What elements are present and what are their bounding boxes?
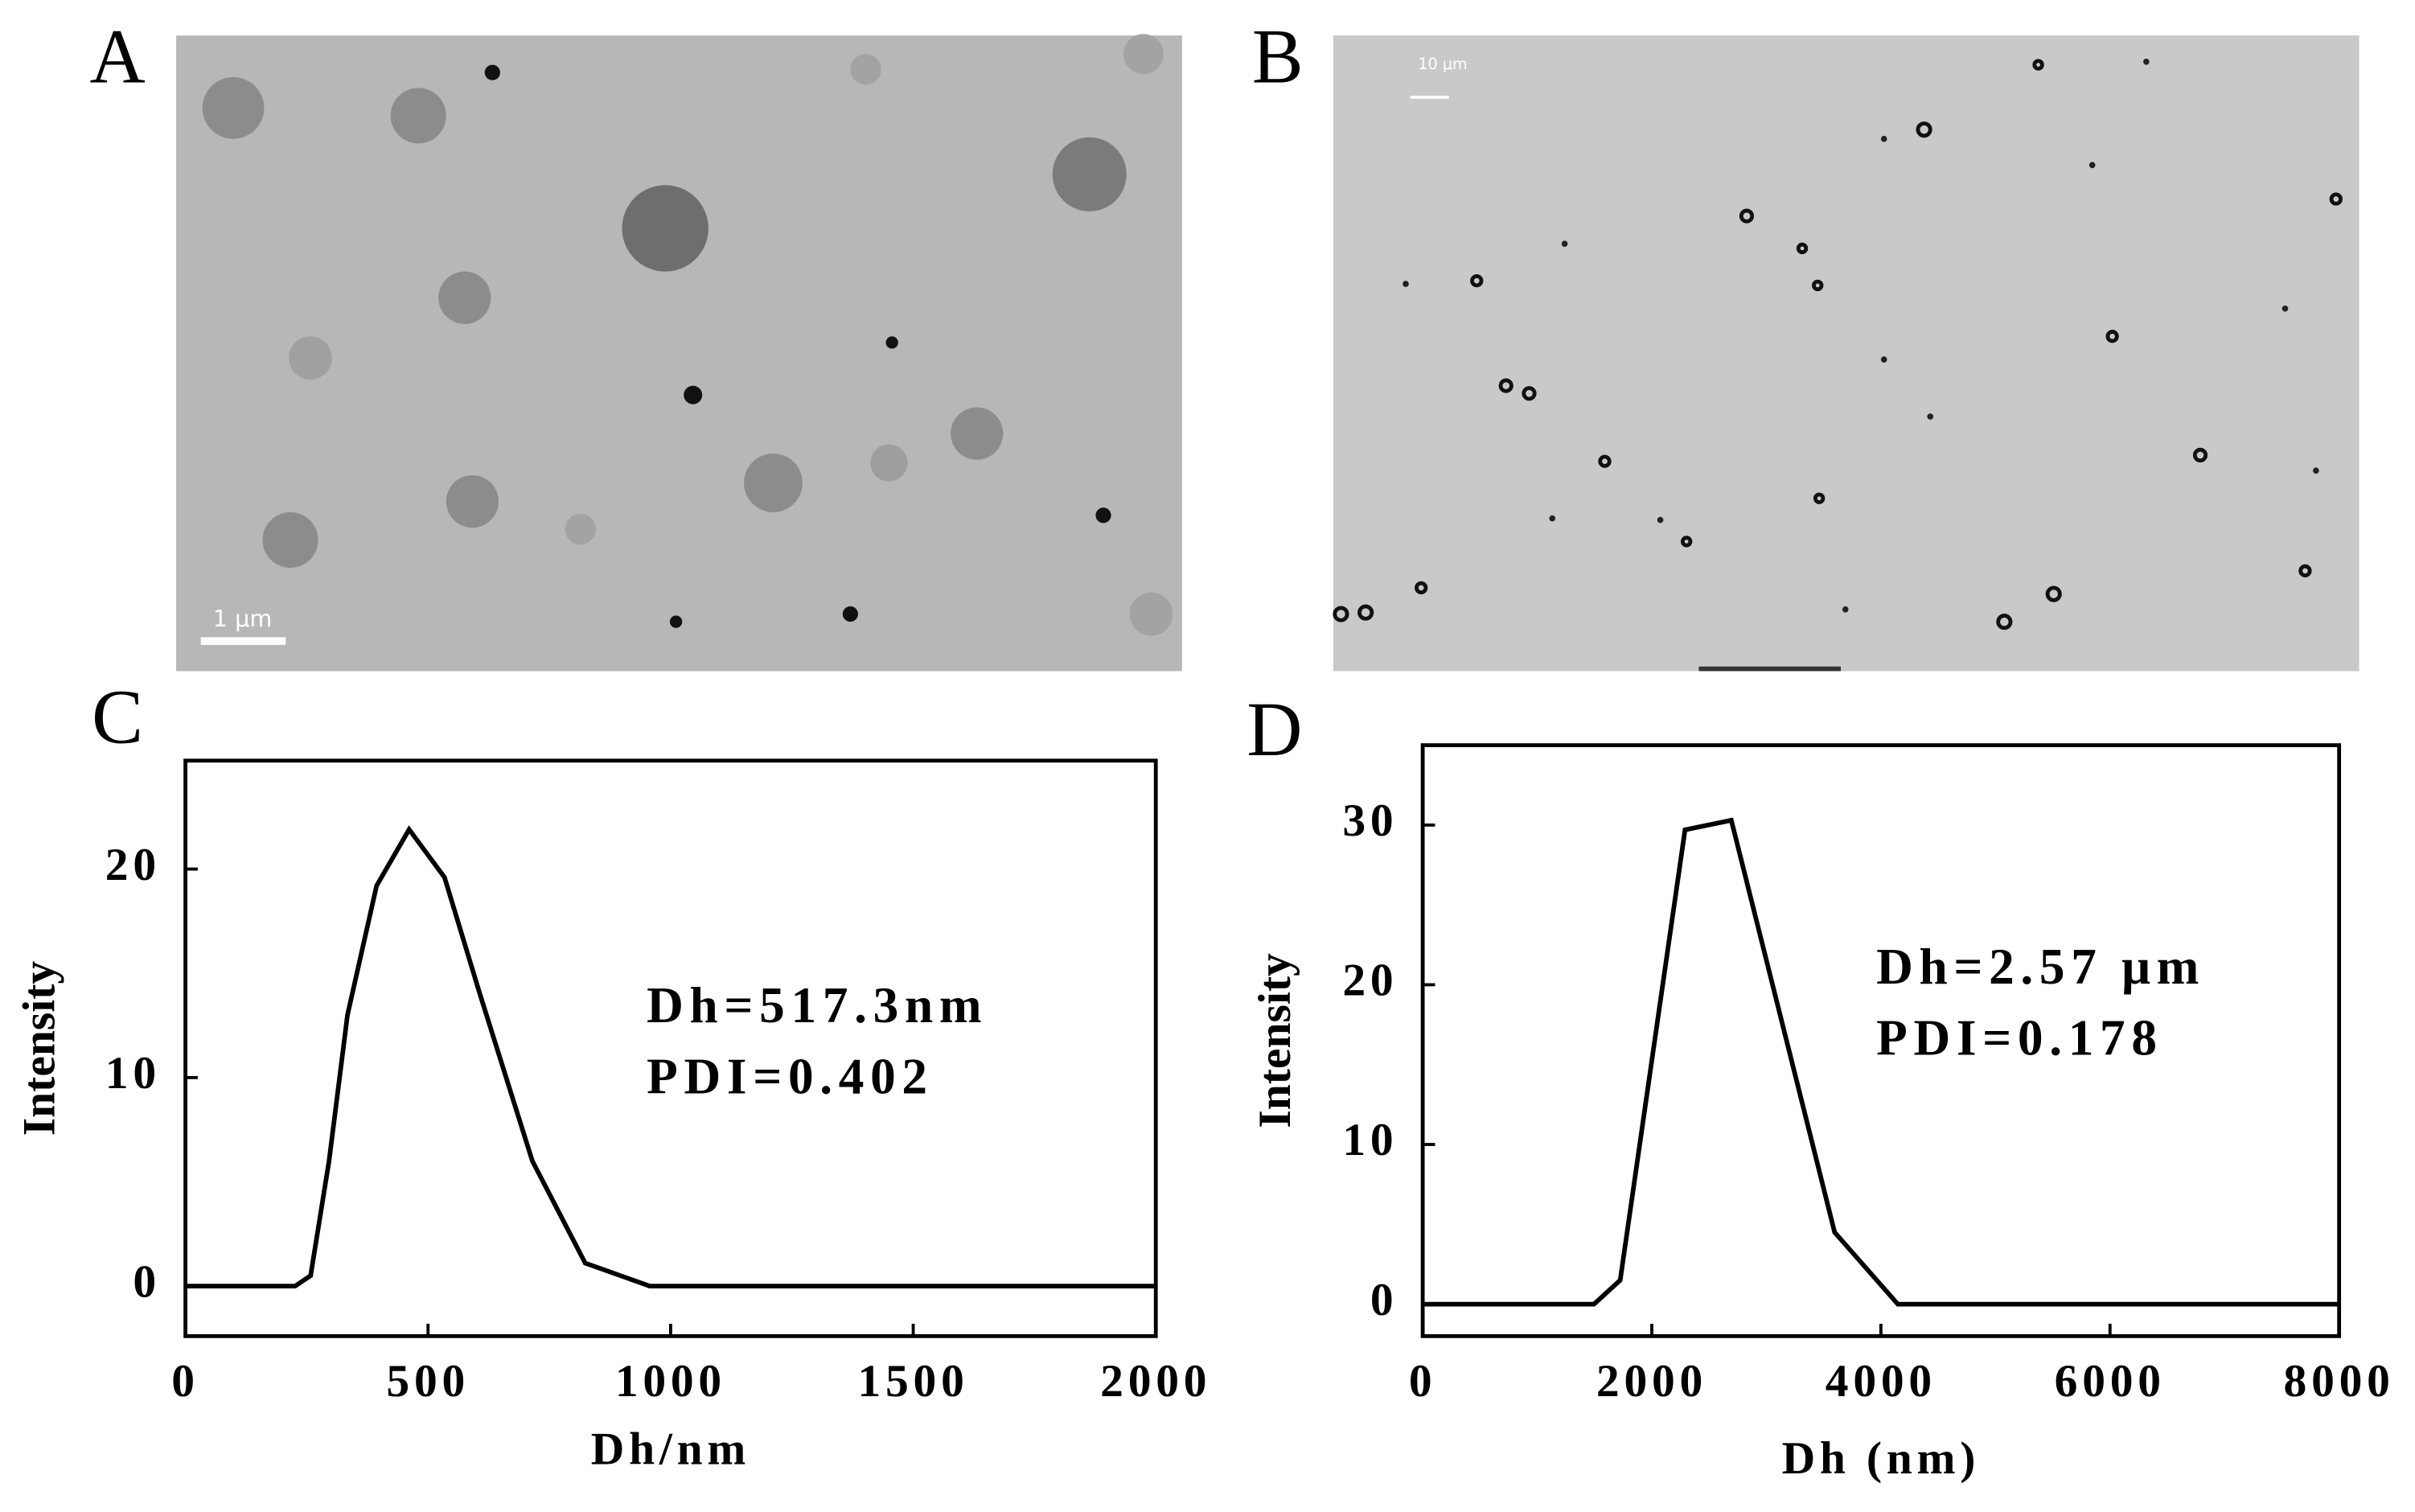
x-tick-label: 0 — [1409, 1356, 1437, 1407]
x-tick-label: 500 — [386, 1356, 470, 1407]
x-tick-label: 1000 — [615, 1356, 726, 1407]
data-line — [1423, 817, 2339, 1307]
micrograph-b: 10 μm — [1333, 35, 2360, 672]
x-tick-label: 0 — [171, 1356, 199, 1407]
annotation: PDI=0.402 — [647, 1048, 934, 1104]
x-tick-label: 2000 — [1596, 1356, 1707, 1407]
panel-label: A — [90, 14, 146, 100]
y-tick-label: 0 — [1370, 1275, 1398, 1325]
y-tick-label: 10 — [105, 1048, 161, 1099]
panel-label: D — [1247, 687, 1302, 772]
x-tick-label: 2000 — [1100, 1356, 1211, 1407]
annotation: Dh=2.57 μm — [1876, 939, 2205, 995]
y-tick-label: 30 — [1342, 795, 1398, 846]
y-tick-label: 20 — [105, 840, 161, 890]
panel-label: B — [1252, 14, 1304, 100]
y-tick-label: 20 — [1342, 955, 1398, 1006]
scale-bar-label: 10 μm — [1418, 55, 1467, 73]
x-tick-label: 4000 — [1826, 1356, 1937, 1407]
x-axis-label: Dh/nm — [591, 1424, 750, 1474]
x-tick-label: 8000 — [2284, 1356, 2395, 1407]
panel-label: C — [92, 675, 143, 760]
scale-bar-label: 1 μm — [213, 605, 273, 632]
data-line — [185, 825, 1156, 1288]
x-tick-label: 1500 — [858, 1356, 969, 1407]
y-tick-label: 10 — [1342, 1115, 1398, 1165]
annotation: Dh=517.3nm — [647, 977, 988, 1033]
y-axis-label: Intensity — [1250, 953, 1300, 1128]
y-tick-label: 0 — [133, 1256, 161, 1307]
annotation: PDI=0.178 — [1876, 1009, 2163, 1066]
x-tick-label: 6000 — [2055, 1356, 2166, 1407]
micrograph-a: 1 μm — [176, 34, 1182, 672]
y-axis-label: Intensity — [14, 961, 64, 1136]
x-axis-label: Dh (nm) — [1782, 1433, 1981, 1484]
